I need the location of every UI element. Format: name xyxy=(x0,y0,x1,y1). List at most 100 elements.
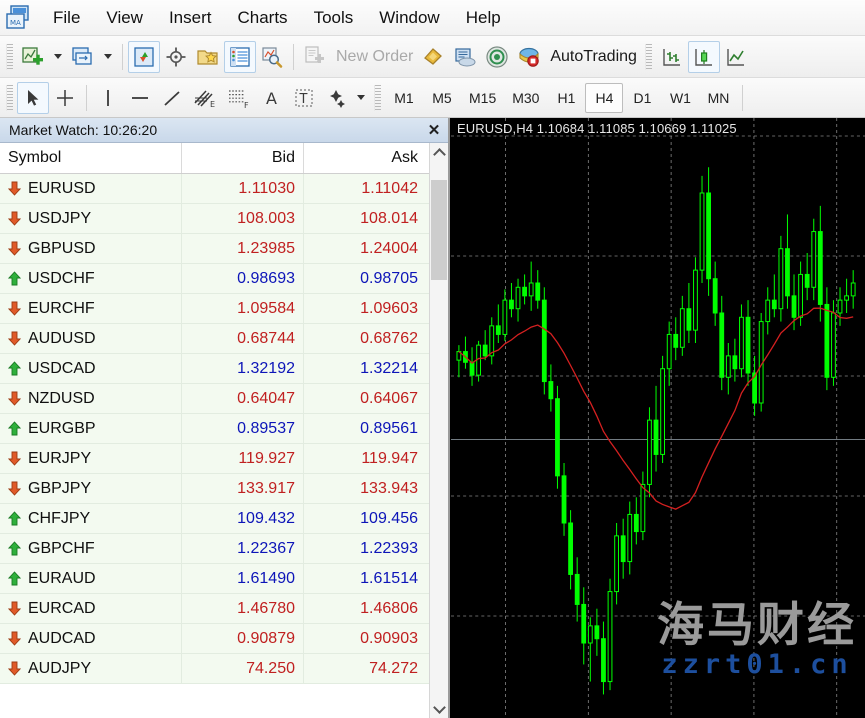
table-row[interactable]: GBPUSD 1.23985 1.24004 xyxy=(0,234,429,264)
horizontal-line-icon[interactable] xyxy=(124,82,156,114)
timeframe-h4[interactable]: H4 xyxy=(585,82,624,113)
cursor-arrow-icon[interactable] xyxy=(17,81,49,114)
table-row[interactable]: EURUSD 1.11030 1.11042 xyxy=(0,174,429,204)
arrow-down-icon xyxy=(8,661,21,676)
new-order-label: New Order xyxy=(336,47,414,65)
timeframe-m5[interactable]: M5 xyxy=(432,89,452,106)
metaeditor-button[interactable] xyxy=(417,41,449,73)
equidistant-channel-icon[interactable]: E xyxy=(188,82,222,114)
bid-cell: 0.64047 xyxy=(182,384,304,413)
table-row[interactable]: EURAUD 1.61490 1.61514 xyxy=(0,564,429,594)
toolbar-separator xyxy=(122,43,123,70)
column-header-bid[interactable]: Bid xyxy=(182,143,304,173)
scrollbar-track[interactable] xyxy=(430,162,448,699)
timeframe-d1[interactable]: D1 xyxy=(633,89,652,106)
bid-cell: 1.32192 xyxy=(182,354,304,383)
data-window-button[interactable] xyxy=(224,40,256,73)
symbol-label: AUDCAD xyxy=(28,629,96,647)
new-order-button[interactable] xyxy=(299,41,331,73)
bid-cell: 0.68744 xyxy=(182,324,304,353)
table-row[interactable]: EURCAD 1.46780 1.46806 xyxy=(0,594,429,624)
candlestick-chart-button[interactable] xyxy=(687,40,720,73)
toolbar-grip[interactable] xyxy=(644,43,652,70)
toolbar-grip[interactable] xyxy=(374,84,381,111)
symbol-cell: GBPJPY xyxy=(0,474,182,503)
table-row[interactable]: NZDUSD 0.64047 0.64067 xyxy=(0,384,429,414)
text-label-icon[interactable]: T xyxy=(288,82,320,114)
market-watch-scrollbar[interactable] xyxy=(429,143,448,718)
menu-item-view[interactable]: View xyxy=(106,7,143,27)
timeframe-w1[interactable]: W1 xyxy=(669,89,691,106)
scroll-up-button[interactable] xyxy=(430,143,448,162)
crosshair-icon[interactable] xyxy=(49,82,81,114)
symbol-cell: GBPCHF xyxy=(0,534,182,563)
table-row[interactable]: AUDUSD 0.68744 0.68762 xyxy=(0,324,429,354)
bar-chart-button[interactable] xyxy=(656,41,688,73)
table-row[interactable]: USDCHF 0.98693 0.98705 xyxy=(0,264,429,294)
autotrading-button[interactable] xyxy=(513,41,545,73)
close-icon[interactable]: ✕ xyxy=(427,122,441,139)
scrollbar-thumb[interactable] xyxy=(431,180,447,280)
symbol-label: USDJPY xyxy=(28,209,92,227)
new-chart-dropdown-icon[interactable] xyxy=(54,54,62,59)
symbol-cell: AUDCAD xyxy=(0,624,182,653)
menu-item-window[interactable]: Window xyxy=(379,7,440,27)
toolbar-separator xyxy=(742,84,744,111)
arrows-shapes-icon[interactable] xyxy=(320,82,352,114)
table-row[interactable]: USDCAD 1.32192 1.32214 xyxy=(0,354,429,384)
line-chart-button[interactable] xyxy=(720,41,752,73)
table-row[interactable]: AUDCAD 0.90879 0.90903 xyxy=(0,624,429,654)
symbol-label: EURUSD xyxy=(28,179,96,197)
navigator-button[interactable] xyxy=(160,41,192,73)
svg-text:E: E xyxy=(210,100,215,109)
arrows-dropdown-icon[interactable] xyxy=(357,95,365,100)
arrow-up-icon xyxy=(8,361,21,376)
menu-bar: MA File View Insert Charts Tools Window Help xyxy=(0,0,865,36)
timeframe-m15[interactable]: M15 xyxy=(469,89,497,106)
bid-cell: 74.250 xyxy=(182,654,304,683)
menu-item-file[interactable]: File xyxy=(53,7,81,27)
bid-cell: 1.46780 xyxy=(182,594,304,623)
scroll-down-button[interactable] xyxy=(430,699,448,718)
table-row[interactable]: EURGBP 0.89537 0.89561 xyxy=(0,414,429,444)
symbol-label: CHFJPY xyxy=(28,509,91,527)
column-header-symbol[interactable]: Symbol xyxy=(0,143,182,173)
vertical-line-icon[interactable] xyxy=(92,82,124,114)
table-row[interactable]: EURCHF 1.09584 1.09603 xyxy=(0,294,429,324)
profiles-dropdown-icon[interactable] xyxy=(104,54,112,59)
table-row[interactable]: CHFJPY 109.432 109.456 xyxy=(0,504,429,534)
fibonacci-retracement-icon[interactable]: F xyxy=(222,82,256,114)
bid-cell: 119.927 xyxy=(182,444,304,473)
expert-advisors-button[interactable] xyxy=(449,41,481,73)
toolbar-grip[interactable] xyxy=(6,43,13,70)
timeframe-m1[interactable]: M1 xyxy=(394,89,414,106)
chart-panel[interactable]: EURUSD,H4 1.10684 1.11085 1.10669 1.1102… xyxy=(450,118,865,718)
signals-button[interactable] xyxy=(481,41,513,73)
timeframe-mn[interactable]: MN xyxy=(707,89,730,106)
price-chart[interactable] xyxy=(451,118,865,718)
strategy-tester-button[interactable] xyxy=(256,41,288,73)
table-row[interactable]: USDJPY 108.003 108.014 xyxy=(0,204,429,234)
terminal-button[interactable] xyxy=(192,41,224,73)
column-header-ask[interactable]: Ask xyxy=(391,149,418,166)
bid-cell: 1.23985 xyxy=(182,234,304,263)
table-row[interactable]: AUDJPY 74.250 74.272 xyxy=(0,654,429,684)
table-row[interactable]: GBPCHF 1.22367 1.22393 xyxy=(0,534,429,564)
menu-item-charts[interactable]: Charts xyxy=(237,7,288,27)
market-watch-button[interactable] xyxy=(128,40,160,73)
text-icon[interactable]: A xyxy=(256,82,288,114)
arrow-up-icon xyxy=(8,511,21,526)
symbol-label: AUDJPY xyxy=(28,659,92,677)
table-row[interactable]: GBPJPY 133.917 133.943 xyxy=(0,474,429,504)
table-row[interactable]: EURJPY 119.927 119.947 xyxy=(0,444,429,474)
trendline-icon[interactable] xyxy=(156,82,188,114)
menu-item-insert[interactable]: Insert xyxy=(168,7,212,27)
menu-item-help[interactable]: Help xyxy=(465,7,501,27)
metatrader-logo-icon: MA xyxy=(4,4,34,32)
timeframe-h1[interactable]: H1 xyxy=(557,89,576,106)
new-chart-button[interactable] xyxy=(17,41,49,73)
timeframe-m30[interactable]: M30 xyxy=(512,89,540,106)
toolbar-grip[interactable] xyxy=(6,84,13,111)
menu-item-tools[interactable]: Tools xyxy=(313,7,354,27)
profiles-button[interactable] xyxy=(67,41,99,73)
